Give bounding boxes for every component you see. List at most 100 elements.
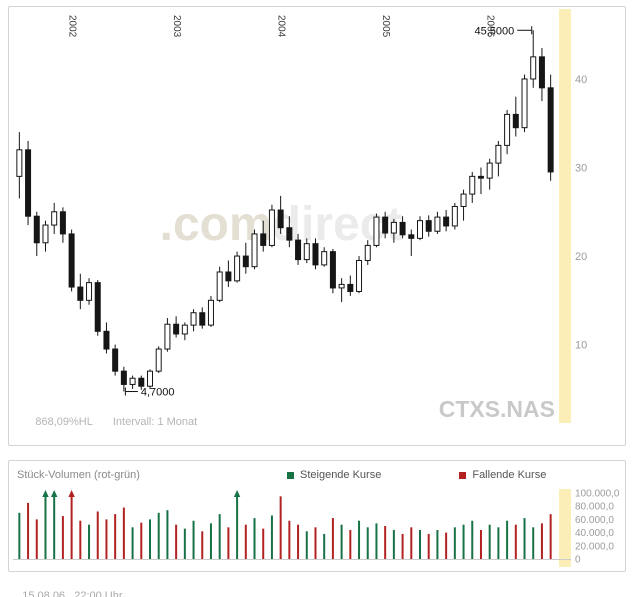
year-label: 2006 (485, 15, 496, 38)
year-label: 2003 (171, 15, 182, 38)
candle (469, 171, 476, 203)
candle-body (147, 370, 153, 387)
high-annotation: 45,5000 (474, 25, 514, 37)
candle (399, 216, 406, 239)
candle-body (408, 234, 415, 239)
volume-tick-label: 20.000,0 (575, 541, 614, 552)
volume-tick-label: 100.000,0 (575, 489, 620, 500)
candle-body (173, 323, 180, 335)
timestamp-text: 15.08.06 22:00 Uhr (22, 590, 123, 597)
volume-tick-label: 40.000,0 (575, 528, 614, 539)
candle (408, 229, 415, 257)
candle-body (190, 312, 197, 326)
candle (390, 218, 397, 243)
candle-body (460, 193, 467, 207)
candle (199, 307, 206, 329)
candle (530, 30, 537, 88)
candle (242, 242, 249, 274)
candle-body (451, 205, 458, 227)
candle (425, 215, 432, 237)
candle-body (356, 259, 363, 292)
legend-rising-label: Steigende Kurse (300, 469, 382, 481)
candle (417, 216, 423, 241)
candle (129, 375, 136, 389)
candle-body (77, 286, 84, 301)
price-tick-label: 40 (575, 74, 587, 86)
candle-body (16, 149, 23, 177)
candle-body (521, 78, 528, 129)
candle (495, 140, 502, 177)
clipped-volume-arrow-icon (42, 490, 49, 497)
candle (538, 47, 545, 102)
candle-body (399, 221, 406, 236)
watermark-suffix: direct (272, 198, 403, 251)
year-label: 2005 (380, 15, 391, 38)
candle-body (181, 324, 188, 335)
candle (207, 295, 214, 327)
candle (434, 211, 441, 234)
candle-body (260, 233, 267, 246)
candle-body (51, 211, 58, 226)
candle-body (321, 251, 328, 266)
candle (260, 220, 267, 252)
candle-body (103, 330, 110, 350)
candle-body (112, 348, 119, 372)
volume-bars-layer (18, 490, 552, 559)
candle (16, 132, 23, 199)
candle-body (329, 251, 336, 289)
candle (25, 140, 32, 226)
interval-label: Intervall: 1 Monat (112, 416, 198, 428)
volume-chart-svg: 100.000,0 80.000,0 60.000,0 40.000,0 20.000,… (13, 489, 620, 567)
price-tick-label: 30 (575, 163, 587, 175)
candle (86, 278, 93, 305)
legend-falling-label: Fallende Kurse (472, 469, 547, 481)
candle (181, 322, 188, 341)
candle-body (495, 144, 502, 164)
comdirect-watermark: .comdirect (160, 198, 403, 251)
candle (268, 204, 275, 248)
candle-body (538, 56, 545, 89)
candle-body (42, 224, 49, 244)
candle-body (469, 175, 476, 195)
candle (68, 229, 75, 292)
low-annotation: 4,7000 (141, 387, 175, 399)
candle-body (417, 220, 423, 239)
candle (347, 275, 354, 296)
candle (147, 369, 153, 389)
candle (286, 216, 293, 248)
candle (120, 366, 127, 392)
candle (451, 202, 458, 230)
volume-legend: Steigende Kurse Fallende Kurse (287, 469, 546, 481)
candle-body (68, 233, 75, 288)
candle (295, 233, 302, 265)
candle-body (164, 323, 171, 350)
candle (33, 211, 40, 257)
candle-body (25, 149, 32, 217)
volume-tick-label: 60.000,0 (575, 515, 614, 526)
year-label: 2004 (276, 15, 287, 38)
axis-highlight-band (559, 9, 571, 423)
legend-falling-item: Fallende Kurse (459, 469, 546, 481)
candle-body (59, 211, 66, 235)
candle-body (268, 209, 275, 246)
candle (59, 207, 66, 243)
falling-swatch-icon (459, 471, 467, 479)
candle-body (138, 377, 145, 387)
candle (190, 309, 197, 332)
candle (364, 240, 371, 265)
candle (234, 251, 241, 283)
candles-layer (16, 30, 554, 392)
volume-title: Stück-Volumen (rot-grün) (17, 469, 140, 481)
candle (382, 211, 389, 239)
change-hl-label: 868,09%HL (35, 416, 93, 428)
candle (173, 316, 180, 338)
candle-body (443, 216, 450, 227)
price-chart-footer: 868,09%HL Intervall: 1 Monat (17, 404, 197, 440)
candle (547, 74, 554, 181)
candle (42, 220, 49, 252)
candle (338, 278, 345, 303)
candle (303, 238, 310, 264)
candle (216, 266, 223, 303)
candle-body (207, 299, 214, 326)
candle (51, 202, 58, 234)
